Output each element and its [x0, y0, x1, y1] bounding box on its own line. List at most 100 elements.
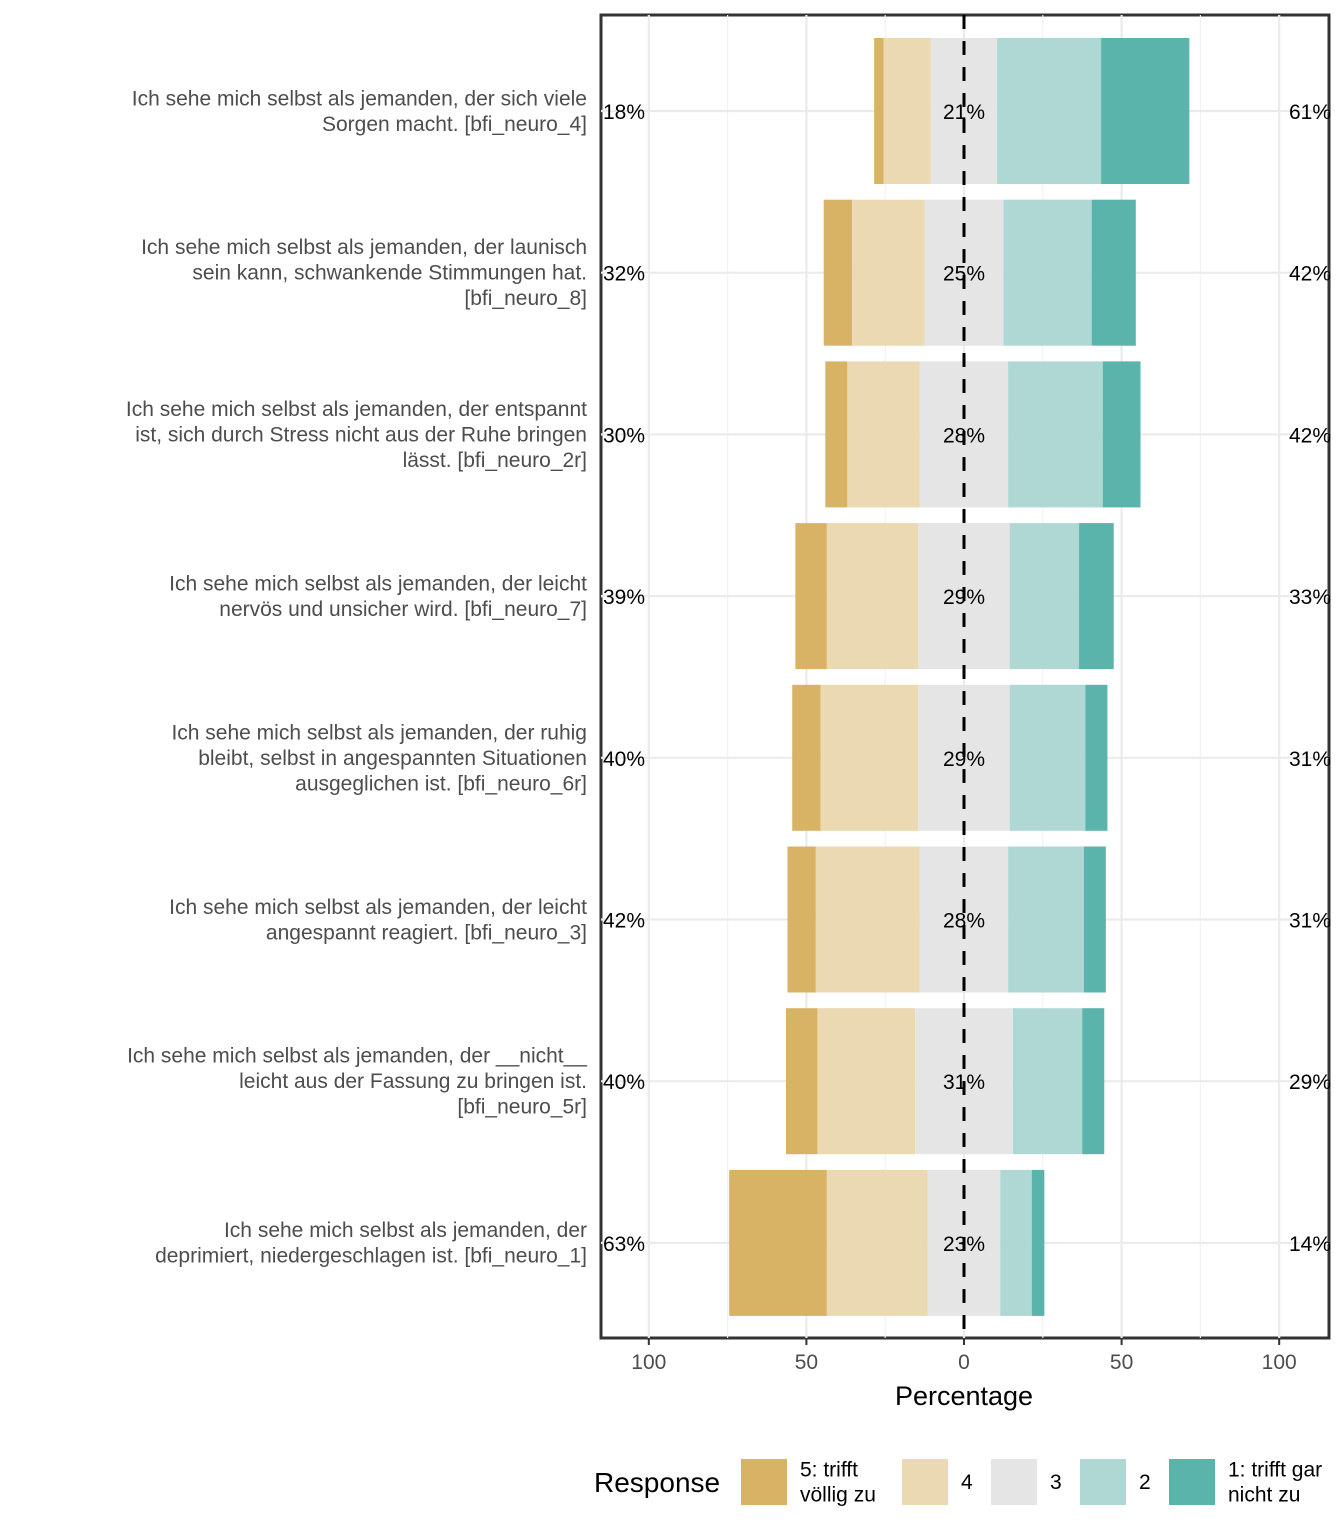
legend-label: 1: trifft gar nicht zu — [1228, 1459, 1322, 1507]
bar-segment — [1008, 361, 1103, 508]
bar-segment — [815, 846, 920, 993]
category-label: Ich sehe mich selbst als jemanden, der l… — [169, 896, 587, 945]
legend-label-line: 3 — [1050, 1471, 1062, 1494]
x-axis: 100 50 0 50 100 Percentage — [631, 1338, 1297, 1411]
bar-segment — [1031, 1169, 1045, 1316]
legend-label: 4 — [961, 1471, 973, 1494]
category-label-line: Ich sehe mich selbst als jemanden, der l… — [169, 572, 587, 595]
bar-segment — [1101, 38, 1190, 184]
x-tick-label: 50 — [1110, 1351, 1133, 1374]
center-percentage-label: 31% — [943, 1071, 985, 1094]
bar-segment — [1009, 523, 1080, 670]
bar-segment — [792, 684, 821, 831]
category-label-line: Ich sehe mich selbst als jemanden, der _… — [127, 1045, 587, 1068]
category-label-line: Ich sehe mich selbst als jemanden, der r… — [171, 721, 587, 744]
bar-segment — [1091, 199, 1136, 346]
bar-segment — [1083, 846, 1106, 993]
legend-label: 3 — [1050, 1471, 1062, 1494]
left-percentage-label: 40% — [603, 1071, 645, 1094]
bar-segment — [785, 1008, 818, 1155]
legend-key — [1169, 1459, 1215, 1505]
bar-segment — [729, 1169, 827, 1316]
bar-segment — [826, 523, 919, 670]
right-percentage-label: 31% — [1289, 910, 1331, 933]
legend-key — [991, 1459, 1037, 1505]
bar-segment — [823, 199, 853, 346]
center-percentage-label: 29% — [943, 748, 985, 771]
bar-segment — [874, 38, 884, 184]
bars — [729, 38, 1190, 1316]
right-percentage-label: 14% — [1289, 1233, 1331, 1256]
category-label: Ich sehe mich selbst als jemanden, der r… — [171, 721, 587, 795]
bar-segment — [919, 846, 1009, 993]
category-label: Ich sehe mich selbst als jemanden, der l… — [141, 236, 587, 310]
bar-segment — [1000, 1169, 1032, 1316]
bar-segment — [825, 361, 848, 508]
category-label-line: [bfi_neuro_8] — [464, 287, 587, 310]
legend-label-line: 1: trifft gar — [1228, 1459, 1322, 1482]
category-label-line: leicht aus der Fassung zu bringen ist. — [239, 1070, 587, 1093]
category-label-line: sein kann, schwankende Stimmungen hat. — [192, 262, 587, 285]
left-percentage-label: 39% — [603, 586, 645, 609]
legend-label-line: völlig zu — [800, 1484, 876, 1507]
left-percentage-label: 40% — [603, 748, 645, 771]
category-label: Ich sehe mich selbst als jemanden, der e… — [126, 398, 587, 472]
category-label-line: [bfi_neuro_5r] — [457, 1096, 587, 1119]
bar-segment — [997, 38, 1102, 184]
center-percentage-label: 29% — [943, 586, 985, 609]
bar-segment — [795, 523, 827, 670]
bar-segment — [1082, 1008, 1105, 1155]
x-tick-label: 100 — [631, 1351, 666, 1374]
bar-segment — [1009, 684, 1086, 831]
bar-segment — [930, 38, 998, 184]
bar-segment — [847, 361, 920, 508]
category-label: Ich sehe mich selbst als jemanden, der s… — [132, 87, 587, 136]
bar-segment — [826, 1169, 928, 1316]
bar-segment — [787, 846, 816, 993]
left-percentage-label: 63% — [603, 1233, 645, 1256]
legend-label: 5: trifft völlig zu — [800, 1459, 876, 1507]
legend-label-line: nicht zu — [1228, 1484, 1300, 1507]
bar-segment — [1085, 684, 1108, 831]
bar-segment — [1102, 361, 1141, 508]
center-percentage-label: 28% — [943, 910, 985, 933]
left-percentage-label: 30% — [603, 424, 645, 447]
center-percentage-label: 23% — [943, 1233, 985, 1256]
category-label: Ich sehe mich selbst als jemanden, der l… — [169, 572, 587, 621]
center-percentage-label: 28% — [943, 424, 985, 447]
category-label: Ich sehe mich selbst als jemanden, der de… — [155, 1219, 587, 1268]
right-percentage-label: 42% — [1289, 263, 1331, 286]
category-label-line: Ich sehe mich selbst als jemanden, der — [224, 1219, 587, 1242]
category-label-line: Sorgen macht. [bfi_neuro_4] — [322, 113, 587, 136]
category-label-line: deprimiert, niedergeschlagen ist. [bfi_n… — [155, 1245, 587, 1268]
right-percentage-label: 42% — [1289, 424, 1331, 447]
legend-title: Response — [594, 1467, 720, 1498]
legend-key — [1080, 1459, 1126, 1505]
x-axis-title: Percentage — [895, 1381, 1033, 1411]
bar-segment — [852, 199, 925, 346]
category-label-line: Ich sehe mich selbst als jemanden, der l… — [141, 236, 587, 259]
category-label-line: Ich sehe mich selbst als jemanden, der s… — [132, 87, 587, 110]
right-percentage-label: 31% — [1289, 748, 1331, 771]
left-percentage-label: 18% — [603, 101, 645, 124]
category-label-line: ist, sich durch Stress nicht aus der Ruh… — [135, 423, 587, 446]
category-labels: Ich sehe mich selbst als jemanden, der s… — [126, 87, 587, 1267]
bar-segment — [1012, 1008, 1083, 1155]
left-percentage-label: 32% — [603, 263, 645, 286]
legend-label-line: 5: trifft — [800, 1459, 858, 1482]
category-label-line: lässt. [bfi_neuro_2r] — [403, 449, 587, 472]
bar-segment — [817, 1008, 916, 1155]
legend-key — [902, 1459, 948, 1505]
center-percentage-label: 25% — [943, 263, 985, 286]
x-tick-label: 0 — [958, 1351, 970, 1374]
category-label-line: bleibt, selbst in angespannten Situation… — [198, 747, 587, 770]
category-label-line: ausgeglichen ist. [bfi_neuro_6r] — [295, 772, 587, 795]
category-label-line: Ich sehe mich selbst als jemanden, der e… — [126, 398, 587, 421]
legend-label: 2 — [1139, 1471, 1151, 1494]
bar-segment — [1003, 199, 1092, 346]
legend-label-line: 4 — [961, 1471, 973, 1494]
right-percentage-label: 33% — [1289, 586, 1331, 609]
right-percentage-label: 61% — [1289, 101, 1331, 124]
legend-key — [741, 1459, 787, 1505]
